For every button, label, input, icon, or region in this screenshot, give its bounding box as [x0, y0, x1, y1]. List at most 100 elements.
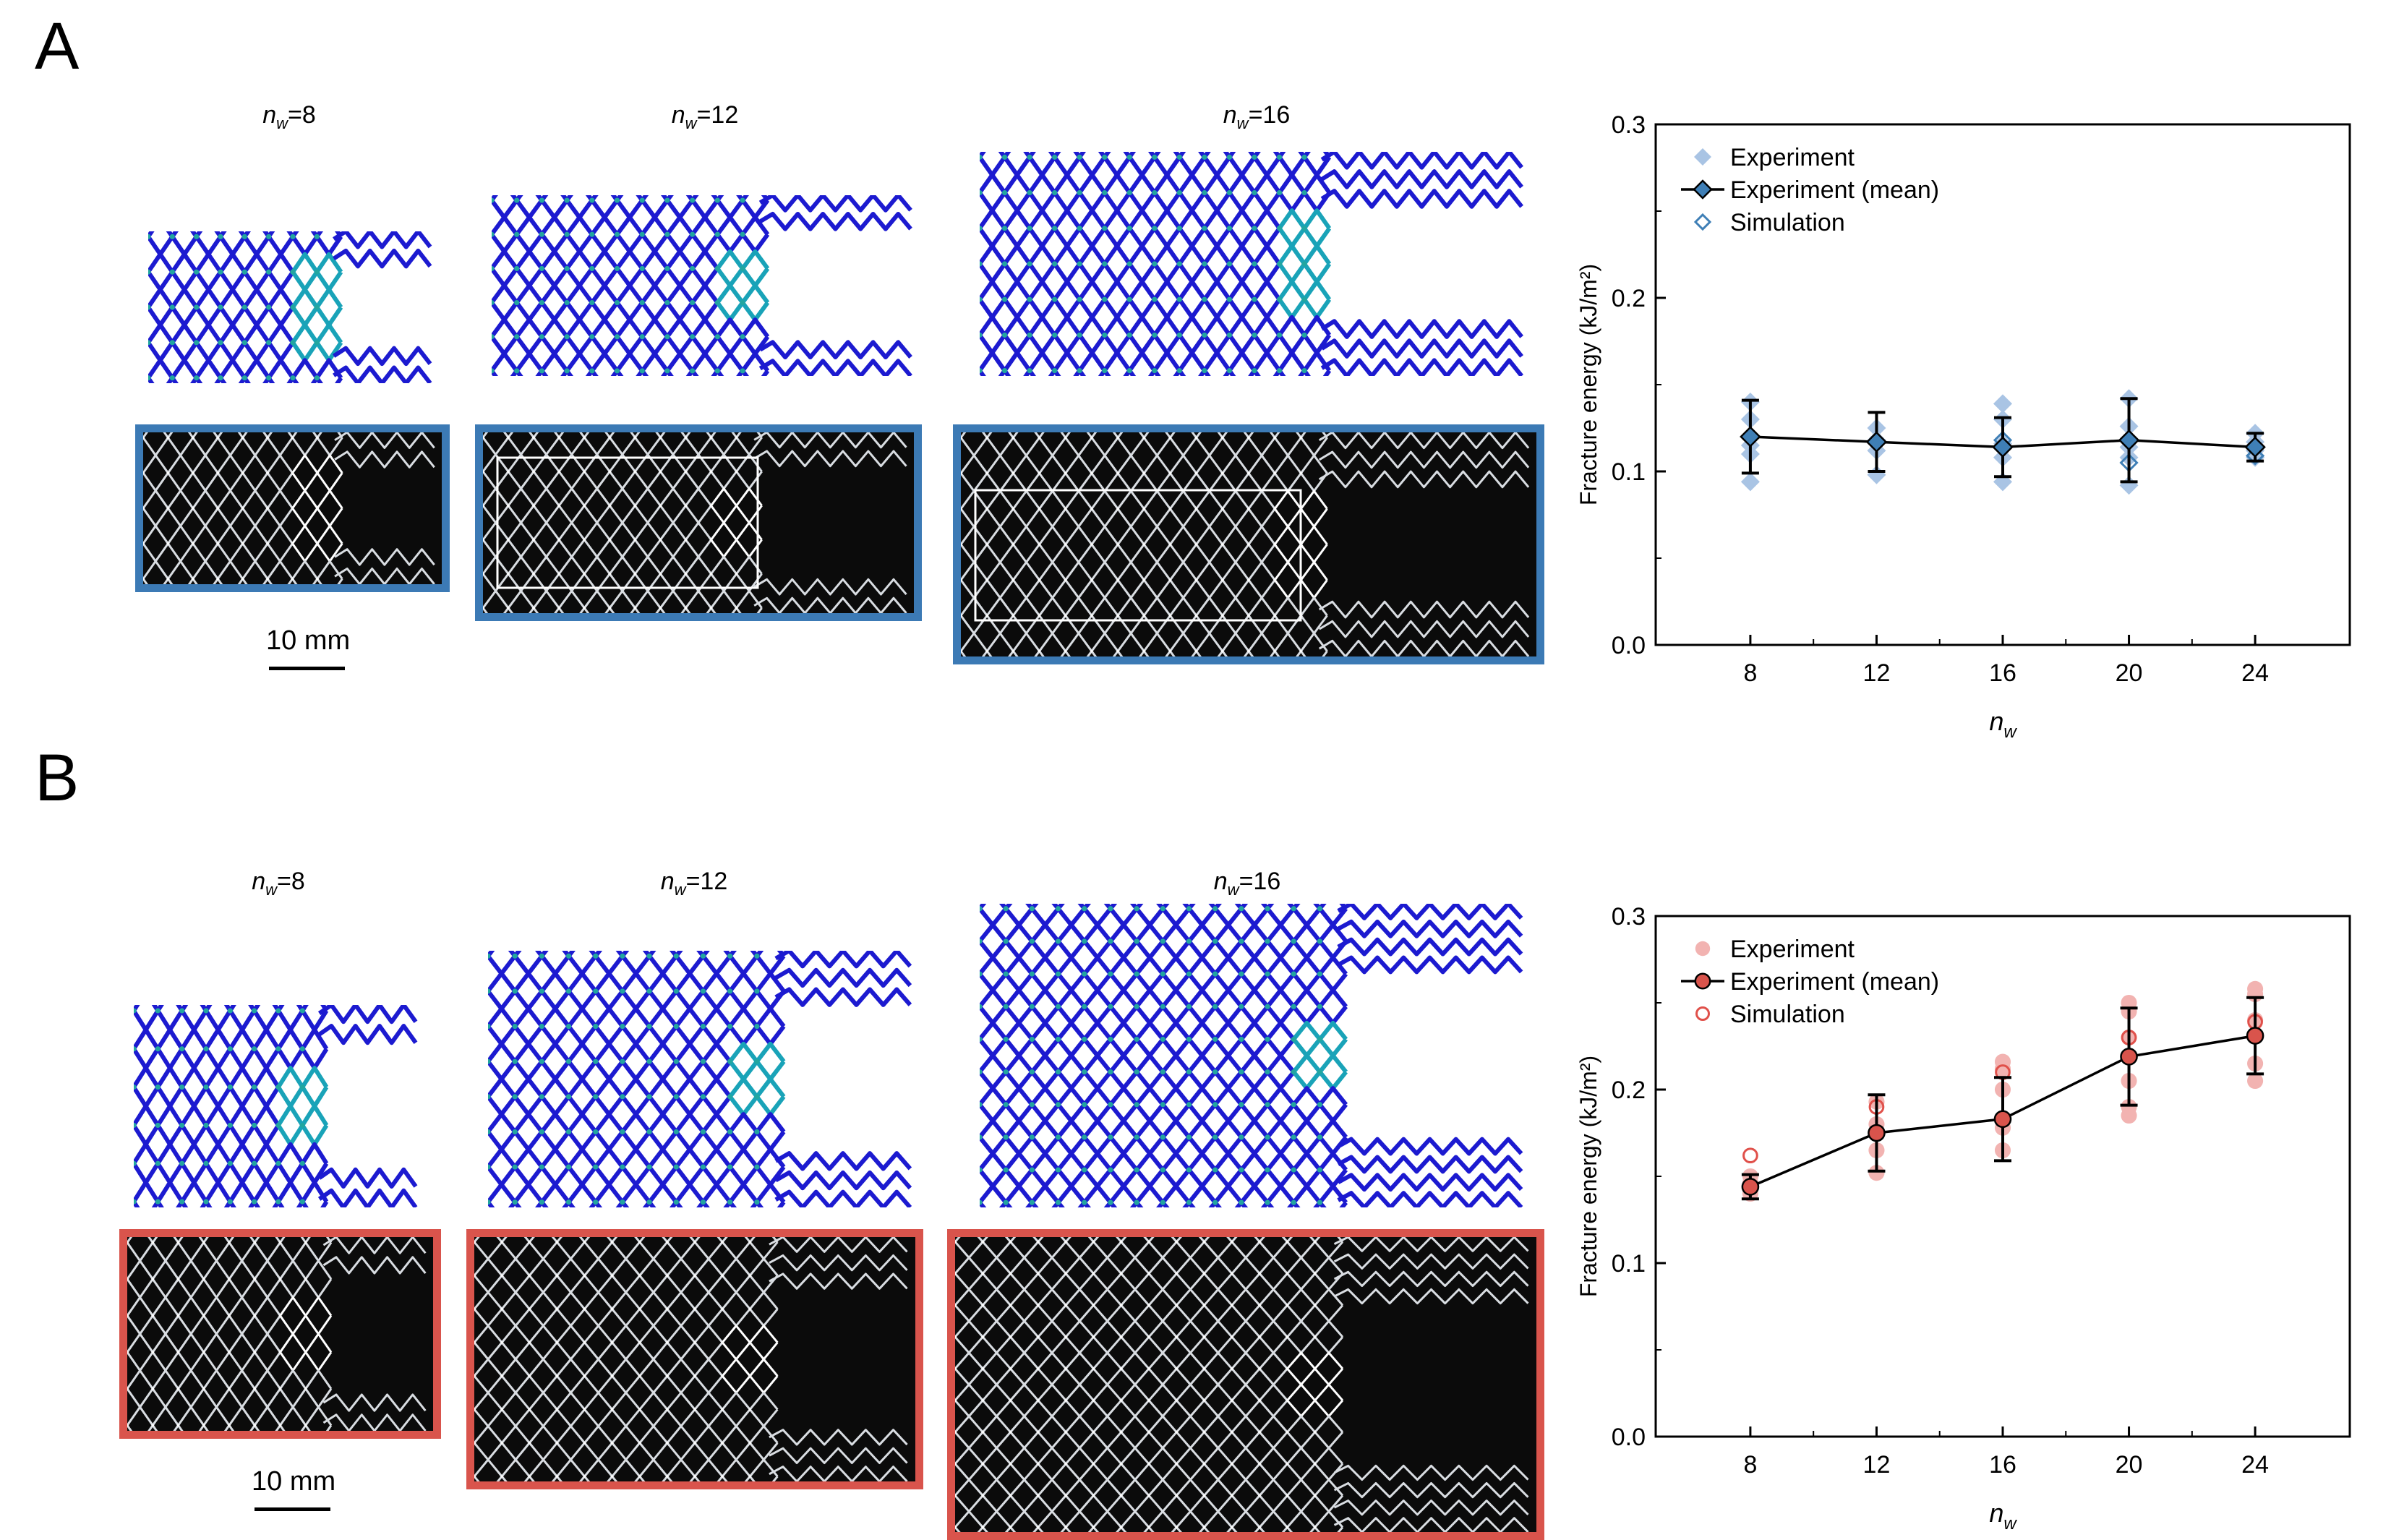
lattice-node	[278, 1424, 282, 1427]
lattice-node	[176, 1241, 180, 1244]
lattice-node	[1037, 1335, 1040, 1338]
lattice-strut	[192, 560, 219, 584]
lattice-strut	[1160, 988, 1191, 1025]
lattice-node	[252, 1046, 257, 1052]
lattice-strut	[1147, 1415, 1178, 1450]
lattice-strut	[647, 1077, 678, 1117]
lattice-node	[608, 504, 612, 508]
lattice-strut	[685, 521, 712, 558]
lattice-node	[179, 1199, 185, 1205]
lattice-node	[316, 577, 319, 581]
lattice-strut	[728, 1006, 759, 1046]
lattice-node	[166, 436, 170, 440]
lattice-node	[1221, 507, 1224, 510]
lattice-node	[583, 572, 586, 576]
lattice-node	[241, 234, 247, 239]
lattice-node	[1052, 296, 1058, 302]
lattice-node	[557, 538, 560, 542]
lattice-strut	[1318, 1053, 1348, 1091]
lattice-strut	[152, 1332, 179, 1372]
lattice-strut	[1291, 1118, 1322, 1156]
lattice-strut	[539, 1147, 570, 1187]
lattice-node	[639, 368, 645, 374]
lattice-node	[666, 1374, 669, 1377]
lattice-node	[514, 368, 520, 374]
lattice-node	[721, 1274, 724, 1278]
lattice-strut	[1012, 561, 1040, 599]
lattice-node	[727, 1058, 733, 1064]
lattice-node	[565, 1058, 572, 1064]
lattice-strut	[1302, 172, 1332, 213]
lattice-strut	[316, 432, 343, 457]
lattice-node	[754, 1164, 760, 1170]
experiment-point	[2121, 1098, 2137, 1116]
lattice-node	[218, 234, 223, 239]
lattice-strut	[1038, 432, 1066, 457]
lattice-node	[555, 1475, 559, 1478]
lattice-node	[488, 1023, 491, 1030]
lattice-strut	[755, 1041, 786, 1082]
lattice-strut	[1239, 988, 1270, 1025]
lattice-node	[583, 607, 586, 609]
lattice-node	[589, 299, 595, 306]
lattice-strut	[583, 1358, 613, 1394]
lattice-strut	[567, 1041, 598, 1082]
lattice-node	[1142, 614, 1146, 617]
lattice-node	[735, 436, 738, 439]
lattice-node	[693, 1408, 696, 1411]
lattice-strut	[1300, 561, 1328, 599]
lattice-node	[1064, 1399, 1067, 1402]
nw-label-a-12: nw=12	[671, 101, 739, 132]
lattice-strut	[665, 195, 695, 220]
lattice-node	[539, 265, 545, 272]
lattice-strut	[583, 555, 611, 592]
lattice-strut	[1127, 315, 1157, 356]
lattice-node	[754, 953, 760, 959]
lattice-node	[1108, 938, 1113, 944]
lattice-node	[1029, 1199, 1035, 1205]
lattice-strut	[982, 1351, 1011, 1386]
lattice-strut	[1134, 1086, 1165, 1124]
lattice-strut	[252, 1180, 281, 1207]
lattice-node	[252, 1160, 257, 1166]
lattice-node	[620, 1129, 625, 1135]
lattice-node	[659, 470, 662, 474]
lattice-node	[1175, 1367, 1179, 1370]
lattice-node	[740, 368, 745, 374]
lattice-node	[1038, 471, 1041, 475]
lattice-node	[980, 1069, 983, 1075]
lattice-node	[1011, 471, 1015, 475]
lattice-strut	[728, 1077, 759, 1117]
lattice-strut	[1259, 1288, 1288, 1322]
lattice-strut	[529, 1425, 558, 1461]
lattice-node	[155, 1160, 161, 1166]
lattice-node	[1147, 1240, 1150, 1244]
lattice-node	[532, 436, 535, 439]
lattice-strut	[1077, 279, 1107, 320]
lattice-strut	[500, 1291, 531, 1327]
lattice-node	[684, 538, 688, 542]
lattice-node	[1142, 578, 1146, 582]
lattice-node	[488, 1129, 491, 1135]
lattice-node	[1317, 1199, 1323, 1205]
lattice-strut	[611, 1237, 641, 1260]
lattice-strut	[710, 521, 737, 558]
lattice-node	[1231, 1526, 1233, 1529]
lattice-strut	[1147, 1288, 1178, 1322]
lattice-node	[754, 988, 760, 994]
lattice-node	[1276, 261, 1283, 267]
lattice-strut	[1143, 596, 1171, 635]
lattice-strut	[483, 487, 510, 524]
lattice-strut	[474, 1358, 503, 1394]
lattice-strut	[1314, 1257, 1344, 1291]
lattice-node	[218, 269, 223, 275]
lattice-node	[1258, 1462, 1261, 1466]
lattice-node	[151, 1314, 155, 1317]
lattice-strut	[1027, 279, 1057, 320]
lattice-strut	[1227, 244, 1257, 284]
lattice-strut	[556, 1358, 586, 1394]
lattice-node	[664, 231, 670, 237]
lattice-strut	[693, 1358, 724, 1394]
lattice-strut	[180, 1180, 208, 1207]
lattice-node	[228, 1424, 231, 1427]
